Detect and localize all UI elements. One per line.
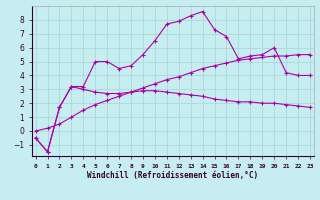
X-axis label: Windchill (Refroidissement éolien,°C): Windchill (Refroidissement éolien,°C) — [87, 171, 258, 180]
